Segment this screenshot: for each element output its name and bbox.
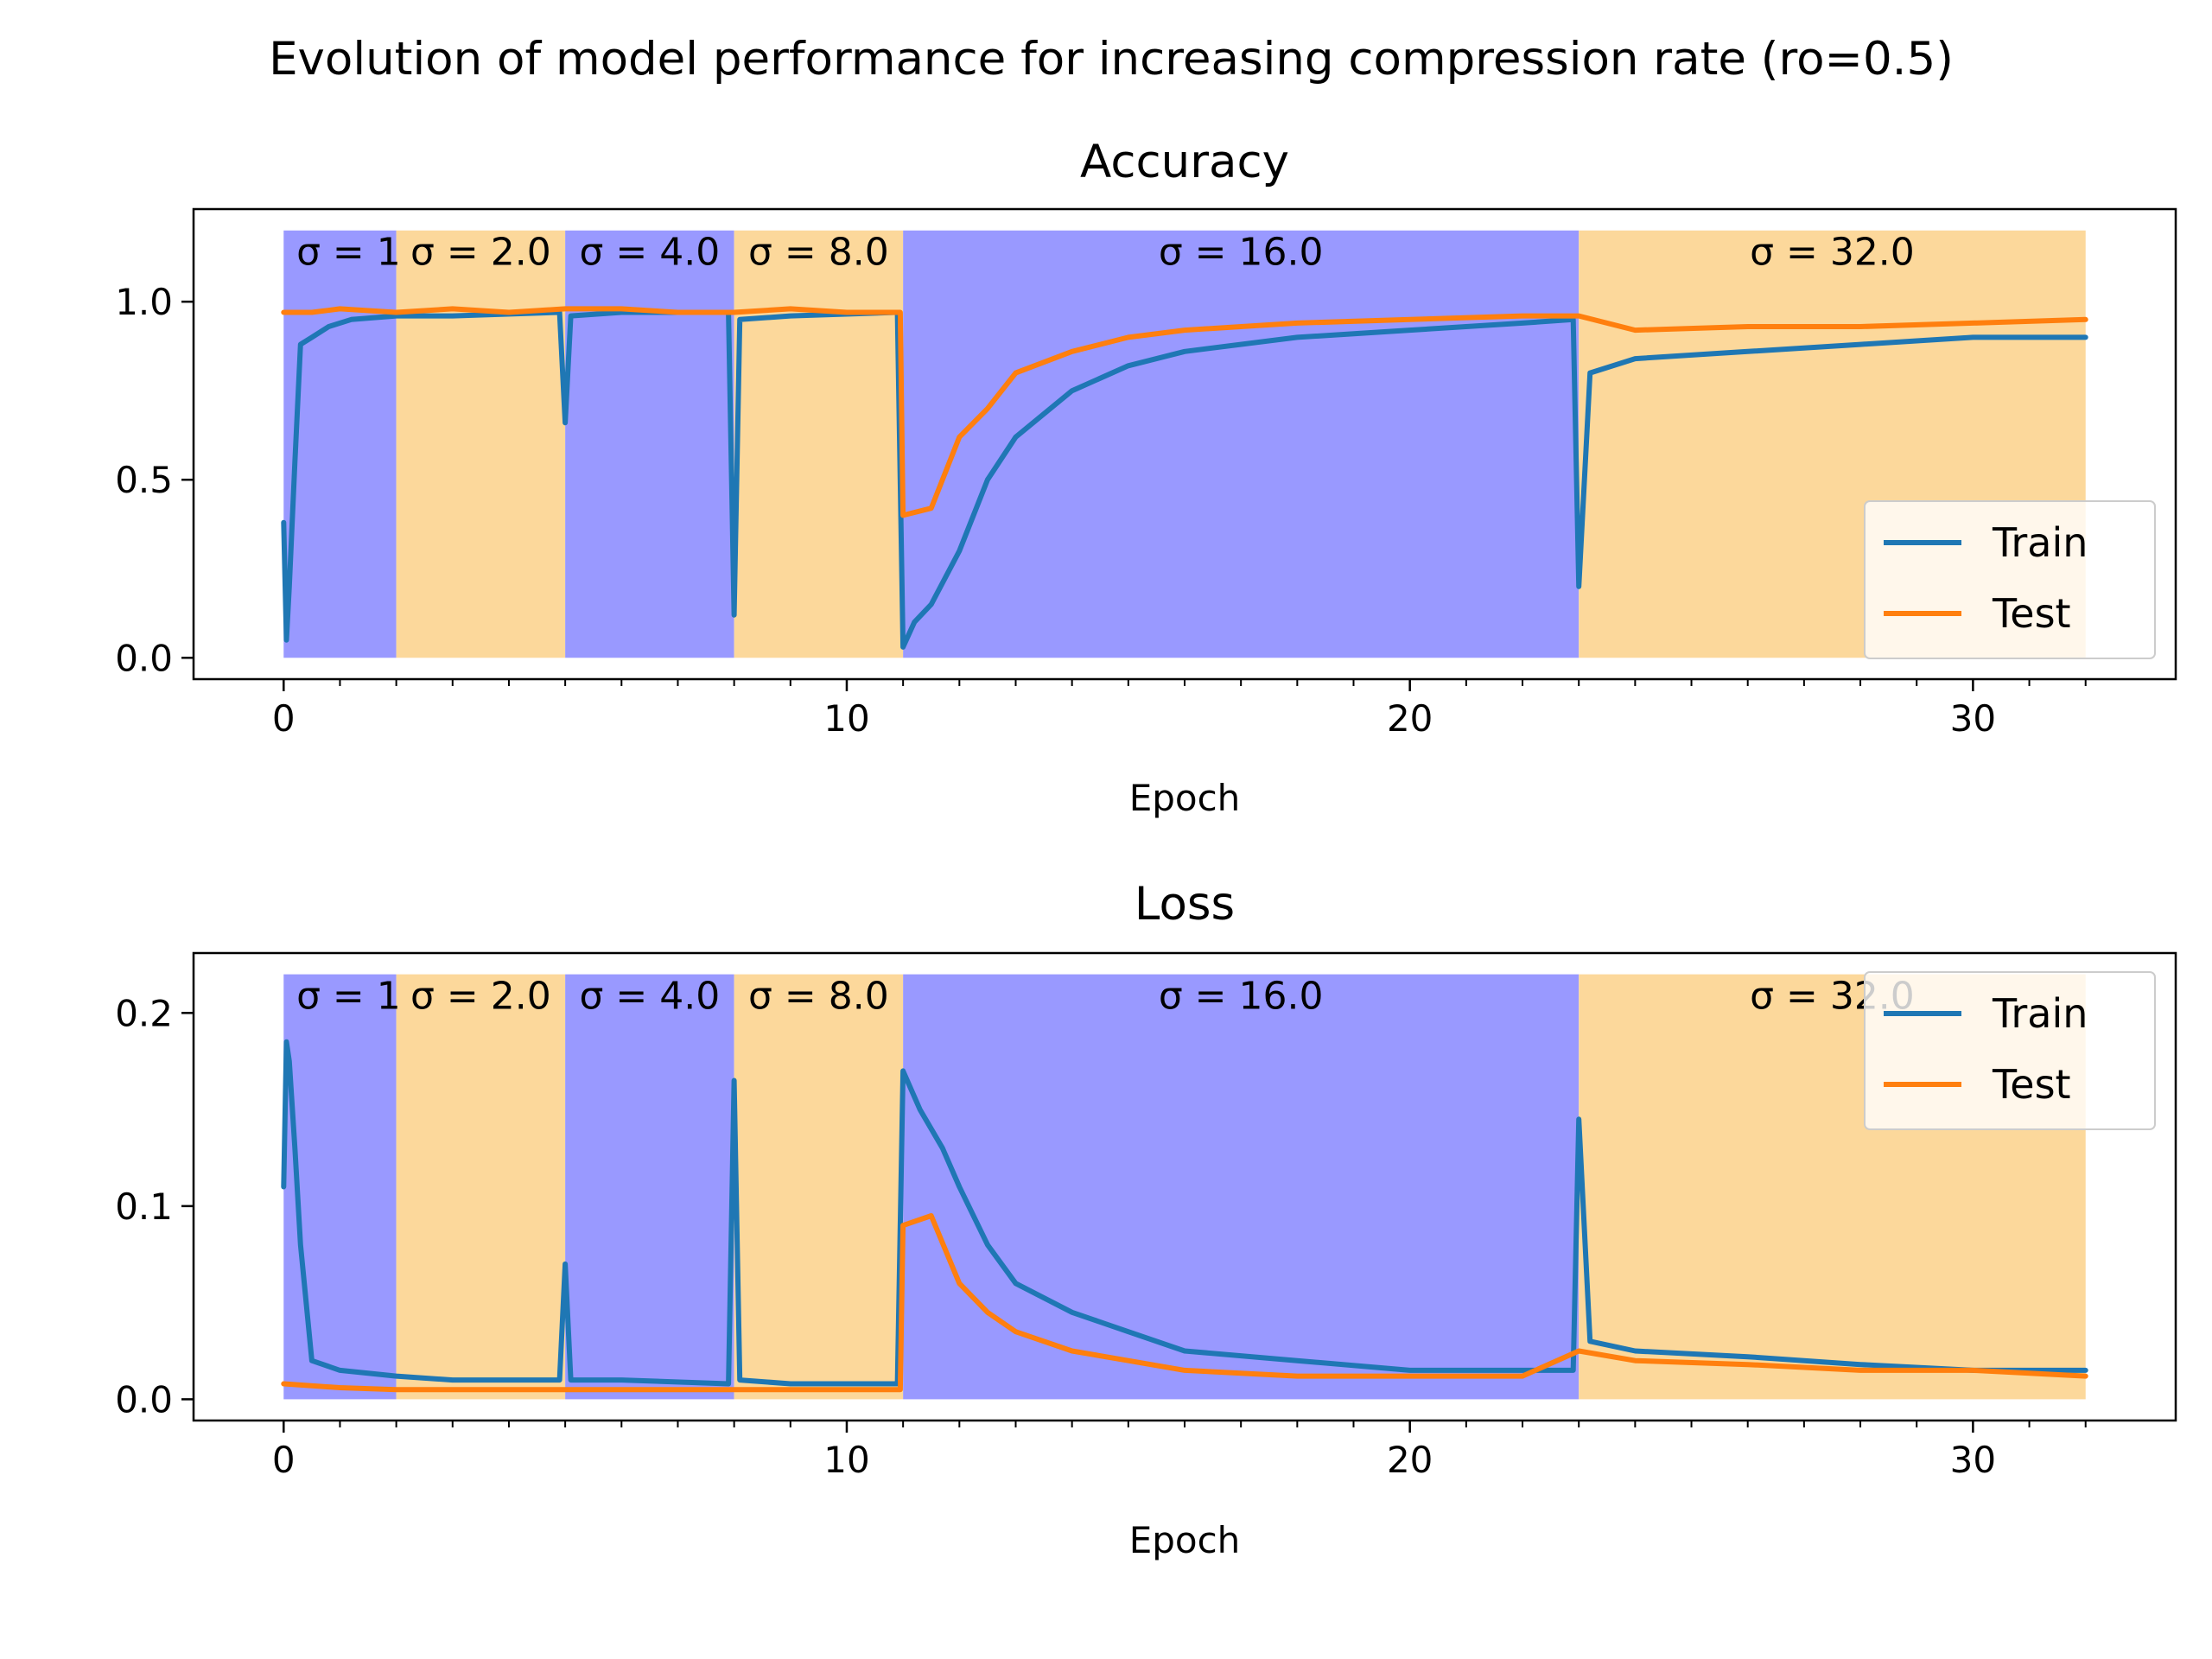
sigma-label: σ = 1 xyxy=(296,231,401,275)
sigma-band xyxy=(734,974,904,1400)
x-tick-label: 10 xyxy=(823,1439,869,1481)
panel-title: Loss xyxy=(1135,878,1235,931)
sigma-label: σ = 1 xyxy=(296,975,401,1019)
sigma-band xyxy=(565,974,734,1400)
sigma-label: σ = 32.0 xyxy=(1750,231,1915,275)
legend: Train Test xyxy=(1864,971,2156,1130)
sigma-label: σ = 2.0 xyxy=(410,975,551,1019)
sigma-band xyxy=(734,230,904,658)
x-tick-label: 0 xyxy=(272,697,296,740)
x-tick-label: 30 xyxy=(1950,1439,1996,1481)
y-tick-label: 0.0 xyxy=(115,1378,173,1421)
y-tick-label: 1.0 xyxy=(115,281,173,323)
sigma-label: σ = 2.0 xyxy=(410,231,551,275)
series-line-train xyxy=(281,309,2088,650)
sigma-band xyxy=(283,230,397,658)
sigma-band xyxy=(283,974,397,1400)
x-axis-label: Epoch xyxy=(1129,777,1241,819)
series-line-test xyxy=(281,1213,2088,1393)
legend-label-train: Train xyxy=(1992,990,2088,1037)
y-tick-label: 0.5 xyxy=(115,459,173,501)
legend-label-test: Test xyxy=(1992,590,2071,637)
sigma-band xyxy=(396,230,566,658)
panel-title: Accuracy xyxy=(1080,136,1289,188)
x-tick-label: 10 xyxy=(823,697,869,740)
sigma-label: σ = 8.0 xyxy=(748,231,889,275)
sigma-label: σ = 16.0 xyxy=(1159,975,1324,1019)
sigma-label: σ = 8.0 xyxy=(748,975,889,1019)
y-tick-label: 0.1 xyxy=(115,1185,173,1228)
sigma-label: σ = 4.0 xyxy=(580,231,721,275)
legend: Train Test xyxy=(1864,500,2156,659)
sigma-band xyxy=(565,230,734,658)
sigma-band xyxy=(396,974,566,1400)
x-axis-label: Epoch xyxy=(1129,1519,1241,1561)
y-tick-label: 0.2 xyxy=(115,992,173,1034)
sigma-band xyxy=(903,974,1580,1400)
figure-suptitle: Evolution of model performance for incre… xyxy=(269,33,1954,86)
sigma-label: σ = 4.0 xyxy=(580,975,721,1019)
x-tick-label: 20 xyxy=(1387,1439,1433,1481)
x-tick-label: 20 xyxy=(1387,697,1433,740)
sigma-label: σ = 16.0 xyxy=(1159,231,1324,275)
y-tick-label: 0.0 xyxy=(115,637,173,679)
legend-label-test: Test xyxy=(1992,1061,2071,1108)
x-tick-label: 0 xyxy=(272,1439,296,1481)
x-tick-label: 30 xyxy=(1950,697,1996,740)
legend-label-train: Train xyxy=(1992,519,2088,566)
sigma-band xyxy=(903,230,1580,658)
series-line-train xyxy=(281,1039,2088,1387)
series-line-test xyxy=(281,306,2088,518)
